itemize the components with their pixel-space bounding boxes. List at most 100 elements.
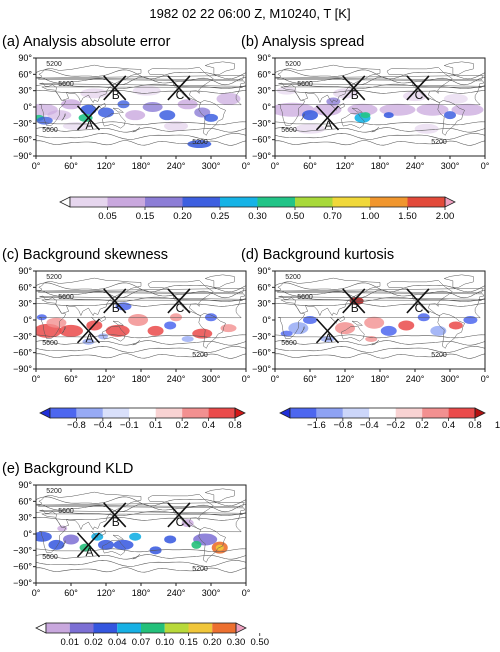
data-blob bbox=[142, 102, 163, 112]
y-tick-label: 60° bbox=[257, 69, 271, 79]
y-tick-label: 90° bbox=[18, 266, 32, 276]
colorbar-high-extension bbox=[235, 622, 247, 634]
contour-label: 5200 bbox=[431, 352, 447, 359]
contour-line bbox=[275, 296, 485, 302]
data-blob bbox=[170, 313, 182, 322]
x-tick-label: 300° bbox=[441, 374, 460, 384]
data-blob bbox=[326, 97, 341, 106]
data-blob bbox=[63, 534, 79, 545]
data-blob bbox=[302, 110, 318, 121]
colorbar-segment bbox=[76, 408, 103, 418]
colorbar-segment bbox=[407, 197, 445, 207]
panel-title: (b) Analysis spread bbox=[241, 34, 364, 50]
contour-line bbox=[36, 567, 246, 573]
data-blob bbox=[177, 99, 198, 110]
data-blob bbox=[443, 93, 468, 104]
panel-title: (d) Background kurtosis bbox=[241, 247, 394, 263]
site-a-label: A bbox=[324, 331, 332, 345]
data-blob bbox=[205, 313, 217, 322]
site-a-marker bbox=[76, 105, 101, 131]
x-tick-label: 0° bbox=[481, 161, 490, 171]
x-tick-label: 240° bbox=[167, 588, 186, 598]
x-tick-label: 180° bbox=[132, 374, 151, 384]
colorbar-segment bbox=[448, 408, 475, 418]
site-c-label: C bbox=[415, 88, 424, 102]
site-c-marker bbox=[406, 288, 430, 314]
site-a-label: A bbox=[324, 118, 332, 132]
x-tick-label: 60° bbox=[64, 588, 78, 598]
data-blob bbox=[349, 296, 364, 305]
colorbar-segment bbox=[129, 408, 156, 418]
site-b-label: B bbox=[351, 88, 359, 102]
map-content bbox=[36, 61, 246, 149]
colorbar-segment bbox=[107, 197, 145, 207]
y-tick-label: 30° bbox=[18, 513, 32, 523]
colorbar-tick-label: 0.4 bbox=[202, 420, 215, 431]
y-tick-label: 90° bbox=[18, 53, 32, 63]
colorbar-tick-label: 0.05 bbox=[98, 211, 117, 222]
contour-line bbox=[36, 503, 246, 513]
y-tick-label: 30° bbox=[18, 86, 32, 96]
site-b-marker bbox=[342, 75, 366, 101]
x-tick-label: 300° bbox=[202, 161, 221, 171]
contour-line bbox=[275, 140, 485, 146]
data-blob bbox=[82, 338, 95, 345]
colorbar-tick-label: −0.8 bbox=[333, 420, 352, 431]
y-tick-label: 90° bbox=[18, 480, 32, 490]
contour-line bbox=[36, 510, 246, 516]
y-tick-label: 90° bbox=[257, 266, 271, 276]
y-tick-label: −90° bbox=[13, 364, 32, 374]
colorbar-segment bbox=[369, 408, 396, 418]
x-tick-label: 120° bbox=[97, 588, 116, 598]
site-a-marker bbox=[315, 105, 340, 131]
x-tick-label: 300° bbox=[441, 161, 460, 171]
contour-line bbox=[36, 496, 246, 507]
contour-line bbox=[36, 282, 246, 293]
y-tick-label: 30° bbox=[257, 299, 271, 309]
data-blob bbox=[129, 532, 142, 541]
colorbar-tick-label: 0.2 bbox=[176, 420, 189, 431]
colorbar-tick-label: 0.2 bbox=[416, 420, 429, 431]
x-tick-label: 120° bbox=[97, 374, 116, 384]
site-c-marker bbox=[167, 75, 191, 101]
data-blob bbox=[444, 111, 456, 120]
x-tick-label: 240° bbox=[406, 374, 425, 384]
y-tick-label: 30° bbox=[18, 299, 32, 309]
contour-line bbox=[275, 346, 485, 353]
colorbar-segment bbox=[212, 623, 236, 633]
geopotential-contours bbox=[36, 282, 246, 359]
y-tick-label: −60° bbox=[252, 348, 271, 358]
x-tick-label: 0° bbox=[481, 374, 490, 384]
data-blob bbox=[360, 112, 371, 119]
x-tick-label: 0° bbox=[242, 161, 251, 171]
data-blob bbox=[194, 107, 211, 118]
panel-c: (c) Background skewness 5200 5600 5600 5200 B… bbox=[2, 247, 251, 384]
contour-line bbox=[275, 133, 485, 140]
y-tick-label: −60° bbox=[13, 562, 32, 572]
panel-title: (e) Background KLD bbox=[2, 461, 133, 477]
contour-line bbox=[36, 516, 246, 521]
data-blob bbox=[125, 110, 146, 121]
data-blob bbox=[313, 103, 342, 116]
contour-label: 5600 bbox=[42, 340, 58, 347]
y-tick-label: 90° bbox=[257, 53, 271, 63]
y-tick-label: 60° bbox=[18, 496, 32, 506]
contour-label: 5600 bbox=[58, 81, 74, 88]
data-blob bbox=[98, 539, 114, 550]
y-tick-label: −30° bbox=[13, 331, 32, 341]
contour-label: 5600 bbox=[42, 554, 58, 561]
data-blob bbox=[191, 540, 202, 549]
contour-line bbox=[36, 302, 246, 307]
contour-line bbox=[36, 76, 246, 86]
contour-line bbox=[36, 554, 246, 560]
y-tick-label: −60° bbox=[13, 348, 32, 358]
panel-e: (e) Background KLD 5200 5600 5600 5200 B C A 0° 6… bbox=[2, 461, 251, 598]
y-tick-label: 0° bbox=[262, 102, 271, 112]
site-b-label: B bbox=[112, 515, 120, 529]
data-blob bbox=[216, 92, 241, 105]
data-blob bbox=[147, 325, 164, 336]
colorbar-tick-label: 0.01 bbox=[61, 637, 80, 648]
contour-line bbox=[36, 353, 246, 359]
contour-line bbox=[36, 334, 246, 339]
colorbar-segment bbox=[316, 408, 343, 418]
